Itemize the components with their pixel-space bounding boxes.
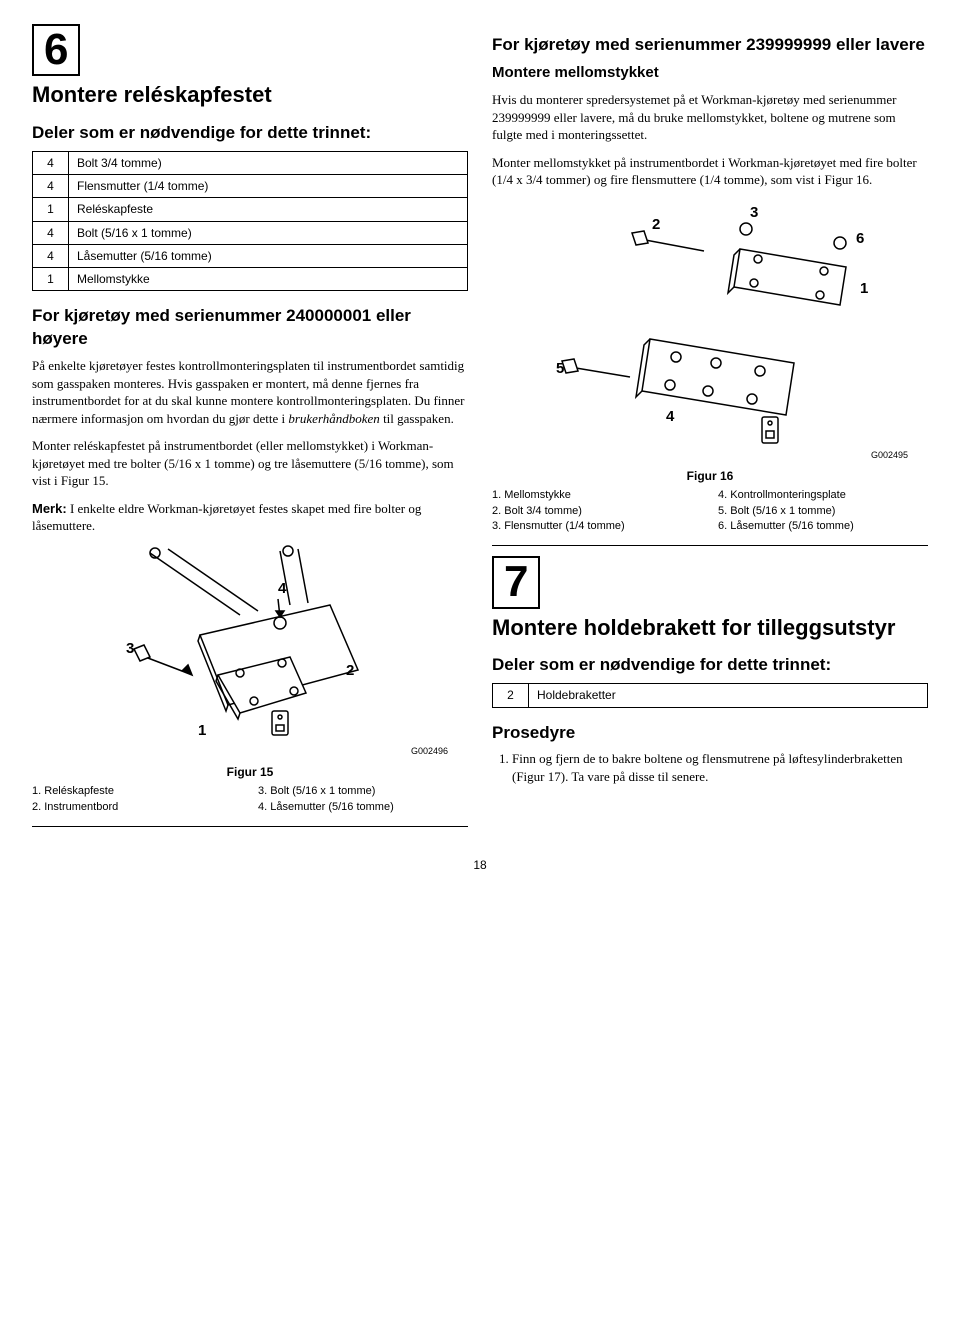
- svg-text:1: 1: [860, 280, 868, 297]
- table-row: 1Reléskapfeste: [33, 198, 468, 221]
- procedure-list: Finn og fjern de to bakre boltene og fle…: [492, 750, 928, 785]
- table-row: 2Holdebraketter: [493, 684, 928, 707]
- step-7-proc-heading: Prosedyre: [492, 722, 928, 745]
- step-7-number: 7: [492, 556, 540, 608]
- table-row: 1Mellomstykke: [33, 267, 468, 290]
- figure-15: 4 3 2 1 G002496: [32, 545, 468, 758]
- svg-text:1: 1: [198, 722, 206, 739]
- figure-16-caption: Figur 16: [492, 468, 928, 484]
- figure-15-svg: 4 3 2 1: [110, 545, 390, 755]
- subA-p1: På enkelte kjøretøyer festes kontrollmon…: [32, 357, 468, 427]
- page-number: 18: [32, 857, 928, 873]
- step-6-title: Montere reléskapfestet: [32, 80, 468, 110]
- subB-sub: Montere mellomstykket: [492, 63, 928, 83]
- subA-heading: For kjøretøy med serienummer 240000001 e…: [32, 305, 468, 351]
- figure-16-svg: 2 3 6 1 5 4: [540, 199, 880, 459]
- table-row: 4Låsemutter (5/16 tomme): [33, 244, 468, 267]
- divider: [32, 826, 468, 827]
- step-7-parts-table: 2Holdebraketter: [492, 683, 928, 707]
- table-row: 4Flensmutter (1/4 tomme): [33, 175, 468, 198]
- subB-p1: Hvis du monterer spredersystemet på et W…: [492, 91, 928, 144]
- svg-text:3: 3: [126, 640, 134, 657]
- subA-p2: Monter reléskapfestet på instrumentborde…: [32, 437, 468, 490]
- subA-merk: Merk: I enkelte eldre Workman-kjøretøyet…: [32, 500, 468, 535]
- step-6-number: 6: [32, 24, 80, 76]
- svg-text:3: 3: [750, 204, 758, 221]
- svg-text:4: 4: [666, 408, 675, 425]
- svg-text:6: 6: [856, 230, 864, 247]
- svg-text:5: 5: [556, 360, 564, 377]
- svg-text:2: 2: [652, 216, 660, 233]
- svg-text:2: 2: [346, 662, 354, 679]
- subB-heading: For kjøretøy med serienummer 239999999 e…: [492, 34, 928, 57]
- right-column: For kjøretøy med serienummer 239999999 e…: [492, 24, 928, 837]
- step-6-parts-heading: Deler som er nødvendige for dette trinne…: [32, 122, 468, 145]
- subB-p2: Monter mellomstykket på instrumentbordet…: [492, 154, 928, 189]
- table-row: 4Bolt (5/16 x 1 tomme): [33, 221, 468, 244]
- figure-16: 2 3 6 1 5 4 G002495: [492, 199, 928, 462]
- table-row: 4Bolt 3/4 tomme): [33, 152, 468, 175]
- figure-16-legend: 1. Mellomstykke 2. Bolt 3/4 tomme) 3. Fl…: [492, 488, 928, 536]
- figure-15-caption: Figur 15: [32, 764, 468, 780]
- divider: [492, 545, 928, 546]
- step-7-parts-heading: Deler som er nødvendige for dette trinne…: [492, 654, 928, 677]
- step-7-title: Montere holdebrakett for tilleggsutstyr: [492, 613, 928, 643]
- step-6-parts-table: 4Bolt 3/4 tomme) 4Flensmutter (1/4 tomme…: [32, 151, 468, 291]
- figure-15-legend: 1. Reléskapfeste 2. Instrumentbord 3. Bo…: [32, 784, 468, 816]
- svg-text:4: 4: [278, 580, 287, 597]
- procedure-step: Finn og fjern de to bakre boltene og fle…: [512, 750, 928, 785]
- left-column: 6 Montere reléskapfestet Deler som er nø…: [32, 24, 468, 837]
